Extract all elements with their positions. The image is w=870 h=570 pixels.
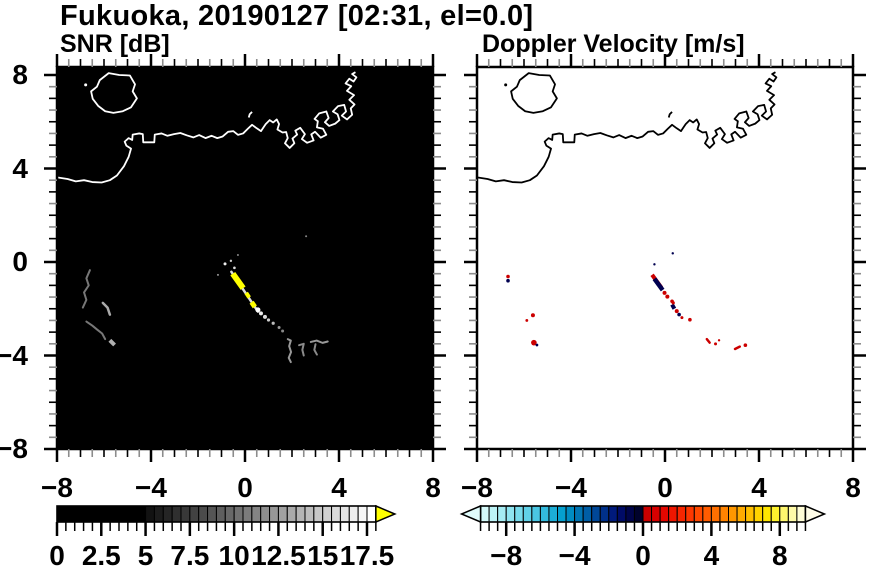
snr-colorbar-right-arrow [375, 504, 397, 524]
snr-x-tick-label: 4 [331, 472, 347, 503]
snr-x-tick-label: −4 [135, 472, 167, 503]
snr-axis-ticks [44, 54, 446, 462]
velocity-colorbar-label: 4 [703, 540, 720, 570]
velocity-colorbar-left-arrow [459, 504, 482, 524]
y-tick-label: −8 [0, 433, 28, 464]
velocity-x-tick-label: 8 [845, 472, 861, 503]
snr-plot-area [57, 67, 433, 449]
velocity-plot-area [477, 67, 853, 449]
snr-echo-layer [81, 235, 329, 364]
snr-colorbar-label: 15 [307, 540, 339, 570]
velocity-echo-layer [506, 252, 748, 351]
snr-coastline [57, 71, 358, 184]
snr-colorbar-label: 2.5 [81, 540, 121, 570]
velocity-x-tick-label: −4 [555, 472, 587, 503]
velocity-axis-ticks [464, 54, 866, 462]
figure-title: Fukuoka, 20190127 [02:31, el=0.0] [60, 0, 534, 32]
y-tick-label: 8 [12, 59, 28, 90]
snr-x-tick-label: −8 [41, 472, 73, 503]
velocity-colorbar-label: −4 [558, 540, 591, 570]
snr-colorbar-label: 7.5 [170, 540, 210, 570]
velocity-x-tick-label: −8 [461, 472, 493, 503]
snr-colorbar [55, 504, 397, 536]
y-tick-label: −4 [0, 339, 28, 371]
velocity-colorbar-label: 0 [635, 540, 651, 570]
snr-colorbar-label: 5 [137, 540, 154, 570]
velocity-colorbar-label: 8 [772, 540, 788, 570]
snr-colorbar-label: 12.5 [251, 540, 306, 570]
velocity-panel-title: Doppler Velocity [m/s] [482, 30, 745, 58]
snr-colorbar-label: 10 [218, 540, 250, 570]
snr-x-tick-label: 8 [425, 472, 441, 503]
y-tick-label: 0 [12, 246, 28, 277]
velocity-colorbar-right-arrow [804, 504, 827, 524]
velocity-coastline [477, 71, 778, 184]
velocity-x-tick-label: 4 [751, 472, 767, 503]
velocity-x-tick-label: 0 [657, 472, 673, 503]
velocity-colorbar-label: −8 [490, 540, 523, 570]
snr-colorbar-label: 17.5 [339, 540, 395, 570]
y-tick-label: 4 [12, 152, 28, 184]
snr-panel [44, 54, 446, 462]
snr-panel-title: SNR [dB] [60, 30, 170, 58]
snr-colorbar-label: 0 [49, 540, 65, 570]
velocity-colorbar [459, 504, 827, 536]
snr-x-tick-label: 0 [237, 472, 253, 503]
velocity-panel [464, 54, 866, 462]
